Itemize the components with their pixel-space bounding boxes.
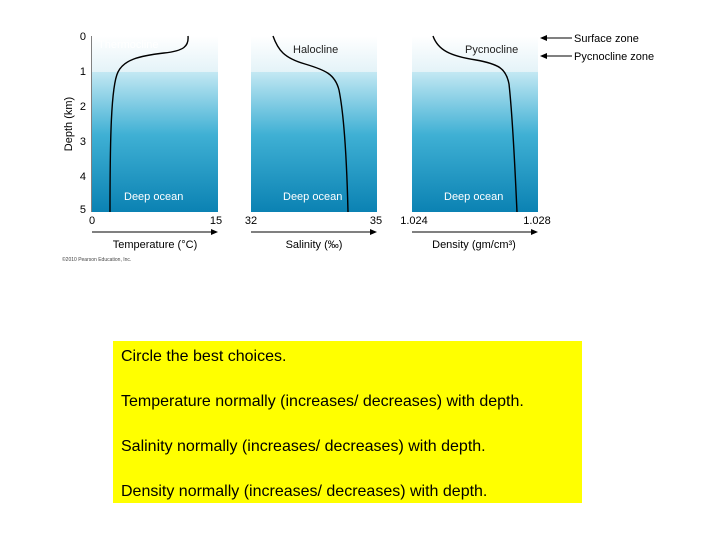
- density-panel: Pycnocline Deep ocean 1.024 1.028 Densit…: [400, 35, 551, 251]
- question-temperature: Temperature normally (increases/ decreas…: [121, 393, 524, 410]
- question-salinity: Salinity normally (increases/ decreases)…: [121, 438, 486, 455]
- temperature-curve: [109, 35, 189, 213]
- depth-tick-1: 1: [80, 66, 86, 78]
- depth-tick-2: 2: [80, 101, 86, 113]
- temperature-axis-label: Temperature (°C): [113, 239, 197, 251]
- depth-axis-label: Depth (km): [63, 97, 75, 151]
- depth-tick-3: 3: [80, 136, 86, 148]
- density-deep-ocean-label: Deep ocean: [444, 191, 503, 203]
- zone-labels: Surface zone Pycnocline zone: [540, 33, 654, 63]
- salinity-max-label: 35: [370, 215, 382, 227]
- density-min-label: 1.024: [400, 215, 428, 227]
- salinity-min-label: 32: [245, 215, 257, 227]
- temperature-deep-ocean-label: Deep ocean: [124, 191, 183, 203]
- salinity-deep-ocean-label: Deep ocean: [283, 191, 342, 203]
- salinity-panel: Halocline Deep ocean 32 35 Salinity (‰): [245, 35, 382, 251]
- quiz-instruction: Circle the best choices.: [121, 348, 287, 365]
- density-curve: [432, 35, 518, 213]
- question-density: Density normally (increases/ decreases) …: [121, 483, 488, 500]
- thermocline-label: Thermocline: [98, 39, 159, 51]
- surface-zone-label: Surface zone: [574, 33, 639, 45]
- temperature-panel: Thermocline Deep ocean 0 15 Temperature …: [89, 35, 222, 251]
- quiz-box: Circle the best choices. Temperature nor…: [113, 341, 582, 503]
- salinity-curve: [272, 35, 349, 213]
- ocean-profiles-figure: 0 1 2 3 4 5 Depth (km) Thermocline Deep …: [62, 31, 654, 263]
- halocline-label: Halocline: [293, 44, 338, 56]
- pycnocline-label: Pycnocline: [465, 44, 518, 56]
- depth-tick-5: 5: [80, 204, 86, 216]
- copyright-notice: ©2010 Pearson Education, Inc.: [62, 256, 131, 263]
- salinity-axis-label: Salinity (‰): [286, 239, 343, 251]
- depth-axis: 0 1 2 3 4 5 Depth (km): [63, 31, 93, 216]
- depth-tick-4: 4: [80, 171, 86, 183]
- density-max-label: 1.028: [523, 215, 551, 227]
- pycnocline-zone-label: Pycnocline zone: [574, 51, 654, 63]
- density-axis-label: Density (gm/cm³): [432, 239, 516, 251]
- temperature-max-label: 15: [210, 215, 222, 227]
- depth-tick-0: 0: [80, 31, 86, 43]
- temperature-min-label: 0: [89, 215, 95, 227]
